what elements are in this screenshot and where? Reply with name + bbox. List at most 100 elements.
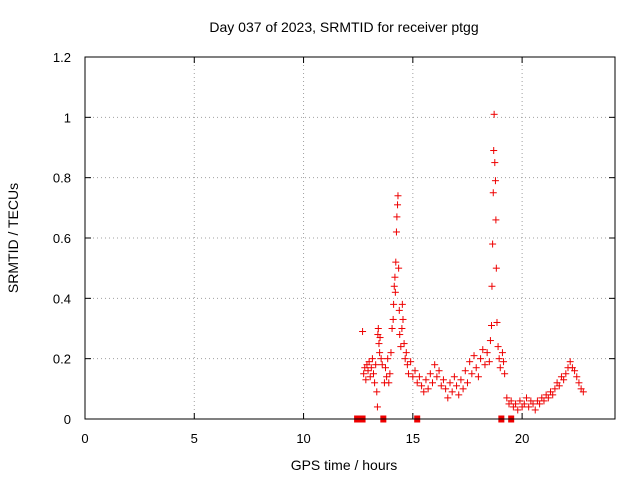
data-point xyxy=(422,376,430,384)
data-point xyxy=(382,364,390,372)
data-point xyxy=(461,367,469,375)
data-point xyxy=(411,367,419,375)
x-tick-label: 5 xyxy=(191,431,198,446)
data-point xyxy=(489,240,497,248)
data-point xyxy=(387,349,395,357)
data-point xyxy=(503,394,511,402)
data-point xyxy=(536,400,544,408)
data-point xyxy=(418,382,426,390)
data-point xyxy=(395,306,403,314)
x-tick-label: 0 xyxy=(81,431,88,446)
data-point xyxy=(516,397,524,405)
data-point xyxy=(403,361,411,369)
data-point xyxy=(483,349,491,357)
data-point xyxy=(481,361,489,369)
data-point xyxy=(396,331,404,339)
data-point xyxy=(373,403,381,411)
data-point xyxy=(375,340,383,348)
data-point xyxy=(367,364,375,372)
data-point xyxy=(446,379,454,387)
data-point xyxy=(389,315,397,323)
data-point xyxy=(378,361,386,369)
x-tick-label: 10 xyxy=(296,431,310,446)
data-point xyxy=(488,282,496,290)
data-point xyxy=(491,159,499,167)
data-point xyxy=(426,370,434,378)
data-point xyxy=(366,373,374,381)
data-point xyxy=(391,288,399,296)
data-point xyxy=(448,388,456,396)
data-point xyxy=(489,189,497,197)
y-tick-label: 0.4 xyxy=(53,291,71,306)
data-point xyxy=(433,373,441,381)
data-point xyxy=(479,346,487,354)
data-point xyxy=(488,321,496,329)
data-point xyxy=(385,379,393,387)
data-point xyxy=(409,373,417,381)
tick-labels: 0 5 10 15 20 0 0.2 0.4 0.6 0.8 1 1.2 xyxy=(53,50,529,446)
data-point xyxy=(376,334,384,342)
data-point xyxy=(522,394,530,402)
data-point xyxy=(442,385,450,393)
data-point xyxy=(429,379,437,387)
data-point xyxy=(364,367,372,375)
data-point xyxy=(384,355,392,363)
data-point xyxy=(492,264,500,272)
data-point xyxy=(368,355,376,363)
x-axis-label: GPS time / hours xyxy=(291,457,398,473)
data-point xyxy=(390,282,398,290)
data-point xyxy=(493,318,501,326)
data-point xyxy=(540,397,548,405)
data-point xyxy=(383,373,391,381)
data-point xyxy=(579,388,587,396)
data-point xyxy=(391,273,399,281)
data-point xyxy=(514,406,522,414)
data-point xyxy=(359,328,367,336)
data-point xyxy=(376,349,384,357)
data-point xyxy=(573,373,581,381)
data-point xyxy=(373,388,381,396)
data-point xyxy=(485,358,493,366)
data-point xyxy=(377,355,385,363)
data-point xyxy=(362,376,370,384)
data-point xyxy=(496,364,504,372)
y-axis-label: SRMTID / TECUs xyxy=(5,183,21,293)
y-tick-label: 0 xyxy=(64,412,71,427)
grid xyxy=(85,56,615,419)
data-point xyxy=(575,379,583,387)
data-point xyxy=(372,361,380,369)
data-point xyxy=(439,376,447,384)
data-point xyxy=(459,385,467,393)
data-point xyxy=(369,370,377,378)
data-points xyxy=(354,110,587,423)
data-point xyxy=(463,379,471,387)
data-point xyxy=(495,355,503,363)
data-point xyxy=(549,391,557,399)
data-point xyxy=(393,213,401,221)
data-point xyxy=(435,367,443,375)
data-point xyxy=(457,376,465,384)
data-point xyxy=(455,391,463,399)
data-point xyxy=(566,358,574,366)
data-point xyxy=(491,177,499,185)
data-point xyxy=(486,337,494,345)
data-point xyxy=(398,300,406,308)
y-tick-label: 0.6 xyxy=(53,231,71,246)
data-point xyxy=(398,325,406,332)
data-point xyxy=(388,325,396,332)
data-point xyxy=(498,349,506,357)
data-point xyxy=(399,315,407,323)
y-tick-label: 1.2 xyxy=(53,50,71,65)
data-point xyxy=(365,358,373,366)
data-point xyxy=(551,385,559,393)
x-tick-label: 20 xyxy=(515,431,529,446)
data-point xyxy=(444,394,452,402)
data-point xyxy=(466,358,474,366)
data-point xyxy=(500,358,508,366)
data-point xyxy=(468,370,476,378)
data-point xyxy=(374,325,382,332)
data-point xyxy=(525,403,533,411)
data-point xyxy=(453,382,461,390)
data-point xyxy=(400,340,408,348)
data-point xyxy=(407,358,415,366)
